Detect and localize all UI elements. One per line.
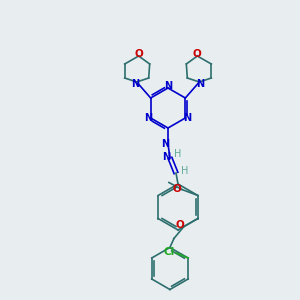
- Text: N: N: [183, 113, 191, 123]
- Text: N: N: [196, 79, 204, 89]
- Text: H: H: [181, 166, 189, 176]
- Text: O: O: [172, 184, 181, 194]
- Text: N: N: [145, 113, 153, 123]
- Text: Cl: Cl: [164, 247, 175, 257]
- Text: O: O: [134, 49, 143, 59]
- Text: O: O: [193, 49, 202, 59]
- Text: N: N: [132, 79, 140, 89]
- Text: H: H: [174, 149, 182, 159]
- Text: N: N: [162, 152, 170, 162]
- Text: O: O: [176, 220, 184, 230]
- Text: N: N: [164, 81, 172, 91]
- Text: N: N: [161, 139, 169, 149]
